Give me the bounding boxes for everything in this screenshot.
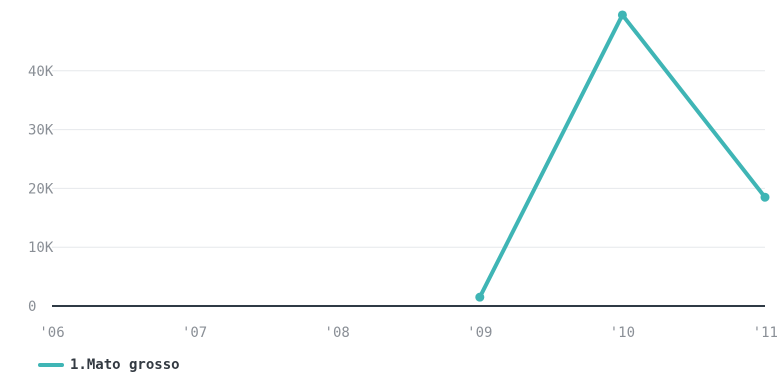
series-line [477, 12, 767, 300]
x-tick-label: '08 [325, 325, 350, 341]
x-tick-label: '06 [39, 325, 64, 341]
y-tick-label: 20K [28, 181, 54, 197]
y-tick-label: 30K [28, 123, 54, 139]
legend-label: 1.Mato grosso [70, 357, 180, 373]
gridlines [52, 70, 765, 248]
x-tick-label: '09 [467, 325, 492, 341]
data-point [617, 10, 627, 20]
series-layer [475, 10, 770, 302]
y-tick-label: 10K [28, 240, 54, 256]
data-point [475, 292, 485, 302]
y-axis-ticks: 0 10K 20K 30K 40K [28, 64, 54, 315]
y-tick-label: 0 [28, 299, 36, 315]
x-axis-ticks: '06 '07 '08 '09 '10 '11 [39, 325, 778, 341]
x-tick-label: '11 [753, 325, 778, 341]
x-tick-label: '07 [182, 325, 207, 341]
data-point [760, 192, 770, 202]
y-tick-label: 40K [28, 64, 54, 80]
legend-swatch [38, 363, 64, 367]
legend: 1.Mato grosso [38, 357, 180, 373]
x-tick-label: '10 [610, 325, 635, 341]
line-chart: 0 10K 20K 30K 40K '06 '07 '08 '09 '10 '11 [28, 10, 778, 341]
